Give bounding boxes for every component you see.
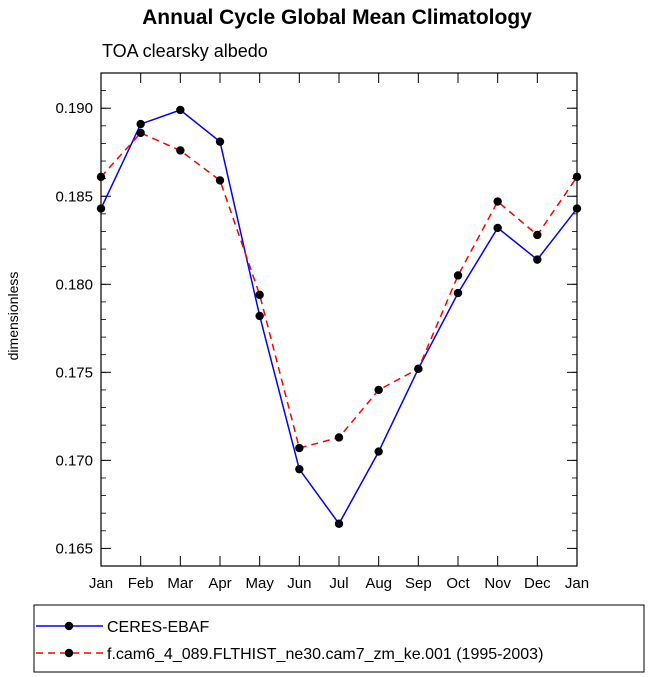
x-tick-label: Jul: [329, 575, 348, 592]
data-point-series-1: [533, 230, 542, 240]
legend-box: [33, 604, 645, 673]
data-point-series-1: [414, 364, 423, 373]
x-tick-label: May: [245, 575, 274, 592]
data-point-series-0: [176, 105, 185, 115]
data-point-series-1: [255, 290, 264, 300]
y-tick-label: 0.175: [55, 364, 93, 381]
chart-title: Annual Cycle Global Mean Climatology: [142, 6, 532, 29]
legend-label-model: f.cam6_4_089.FLTHIST_ne30.cam7_zm_ke.001…: [107, 646, 543, 663]
data-point-series-0: [136, 119, 145, 129]
data-point-series-1: [176, 146, 185, 155]
x-tick-label: Sep: [405, 575, 432, 592]
data-point-series-0: [533, 255, 542, 264]
data-point-series-0: [374, 447, 383, 456]
data-point-series-1: [96, 172, 106, 182]
legend-marker-ceres: [64, 621, 74, 631]
x-tick-labels: Jan Feb Mar Apr May Jun Jul Aug Sep Oct Nov Dec Jan: [89, 575, 589, 592]
data-point-series-0: [493, 223, 502, 233]
y-axis-label: dimensionless: [5, 272, 21, 361]
data-point-series-0: [255, 311, 264, 321]
data-point-series-1: [295, 443, 304, 453]
legend-label-ceres: CERES-EBAF: [107, 619, 209, 636]
series-line-1: [100, 131, 578, 449]
data-point-series-1: [334, 433, 344, 442]
x-tick-label: Feb: [128, 575, 154, 592]
data-point-series-0: [453, 288, 463, 298]
x-tick-label: Jun: [287, 575, 311, 592]
data-point-series-0: [96, 204, 106, 213]
y-tick-label: 0.180: [55, 276, 93, 293]
data-point-series-0: [295, 464, 304, 474]
y-tick-label: 0.170: [55, 452, 93, 469]
chart-subtitle: TOA clearsky albedo: [102, 41, 268, 61]
x-tick-label: Aug: [365, 575, 392, 592]
y-tick-label: 0.165: [55, 540, 93, 557]
data-point-series-1: [493, 197, 502, 206]
legend-item-ceres: CERES-EBAF: [36, 619, 209, 636]
series-line-0: [100, 109, 578, 526]
x-tick-label: Apr: [208, 575, 231, 592]
x-tick-label: Dec: [524, 575, 551, 592]
y-tick-label: 0.185: [55, 188, 93, 205]
y-tick-labels: 0.165 0.170 0.175 0.180 0.185 0.190: [55, 100, 93, 557]
x-tick-label: Nov: [484, 575, 511, 592]
data-point-series-1: [453, 271, 463, 280]
x-tick-label: Jan: [565, 575, 589, 592]
data-point-series-1: [136, 128, 145, 138]
data-point-series-1: [215, 176, 225, 185]
x-tick-label: Mar: [167, 575, 193, 592]
x-tick-label: Oct: [446, 575, 470, 592]
legend-marker-model: [64, 648, 74, 658]
data-point-series-0: [215, 137, 225, 146]
data-point-series-1: [572, 172, 582, 182]
legend-item-model: f.cam6_4_089.FLTHIST_ne30.cam7_zm_ke.001…: [36, 646, 543, 663]
axis-ticks: [100, 72, 578, 567]
data-point-series-0: [334, 519, 344, 528]
plot-frame: [100, 72, 578, 567]
x-tick-label: Jan: [89, 575, 113, 592]
series-layer: [96, 105, 582, 528]
data-point-series-0: [572, 204, 582, 213]
data-point-series-1: [374, 385, 383, 395]
y-tick-label: 0.190: [55, 100, 93, 117]
